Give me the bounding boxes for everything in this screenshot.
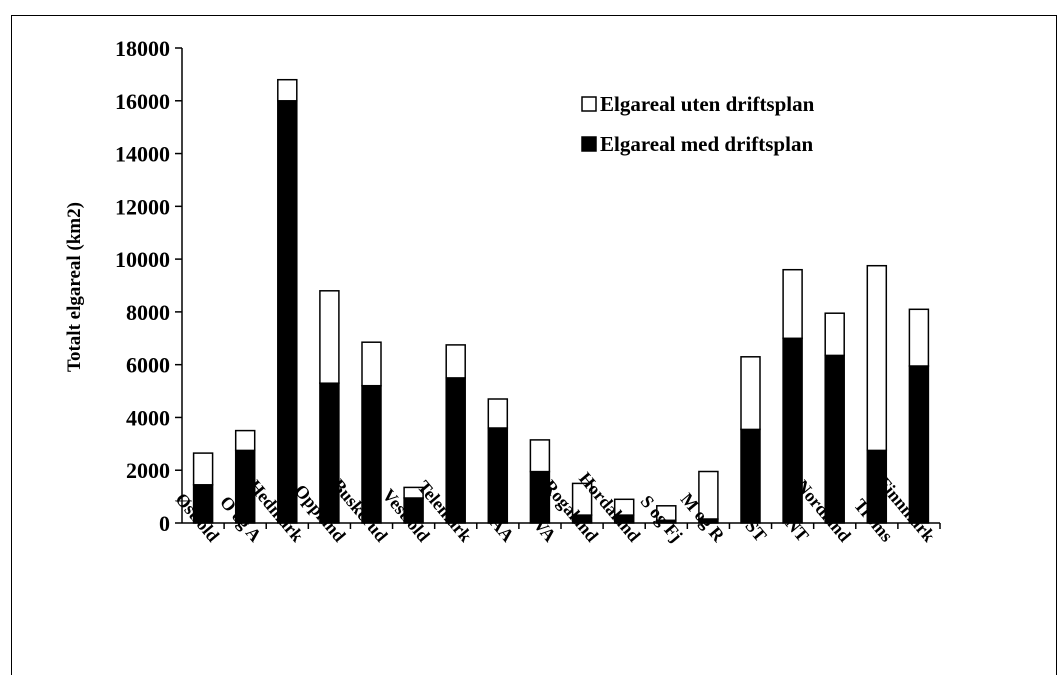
bar-segment-med <box>740 428 761 524</box>
bar-segment-uten <box>613 498 635 516</box>
bar-segment-uten <box>445 344 466 379</box>
y-tick-label: 14000 <box>115 142 170 167</box>
bar-segment-uten <box>824 312 845 357</box>
legend-swatch-med <box>581 136 597 152</box>
y-tick-label: 8000 <box>126 300 170 325</box>
bar-segment-uten <box>782 268 803 340</box>
legend-label-uten: Elgareal uten driftsplan <box>600 92 815 116</box>
bars-group <box>192 78 930 524</box>
bar-segment-uten <box>234 429 256 452</box>
bar-segment-uten <box>571 482 593 516</box>
bar-segment-med <box>824 354 845 524</box>
y-tick-label: 0 <box>159 511 170 536</box>
bar-segment-uten <box>361 341 382 387</box>
bar-segment-uten <box>277 78 298 102</box>
y-axis-title: Totalt elgareal (km2) <box>64 202 85 372</box>
chart-frame <box>11 15 1057 675</box>
bar-segment-med <box>487 427 509 524</box>
bar-segment-uten <box>740 356 761 431</box>
y-tick-label: 2000 <box>126 458 170 483</box>
y-tick-label: 4000 <box>126 405 170 430</box>
bar-segment-uten <box>656 505 677 522</box>
bar-segment-uten <box>192 452 214 486</box>
axes-group <box>175 47 941 529</box>
bar-segment-uten <box>908 308 930 367</box>
bar-segment-uten <box>866 264 888 452</box>
bar-segment-med <box>277 100 298 524</box>
bar-segment-uten <box>698 470 719 520</box>
legend: Elgareal uten driftsplan Elgareal med dr… <box>581 92 815 156</box>
y-tick-label: 18000 <box>115 36 170 61</box>
y-tick-label: 10000 <box>115 247 170 272</box>
legend-swatch-uten <box>581 96 597 112</box>
y-tick-label: 6000 <box>126 353 170 378</box>
y-tick-label: 12000 <box>115 194 170 219</box>
y-tick-label: 16000 <box>115 89 170 114</box>
bar-segment-uten <box>403 486 424 499</box>
bar-segment-uten <box>319 290 340 384</box>
bar-segment-uten <box>529 439 551 473</box>
legend-label-med: Elgareal med driftsplan <box>600 132 813 156</box>
bar-segment-uten <box>487 398 509 429</box>
